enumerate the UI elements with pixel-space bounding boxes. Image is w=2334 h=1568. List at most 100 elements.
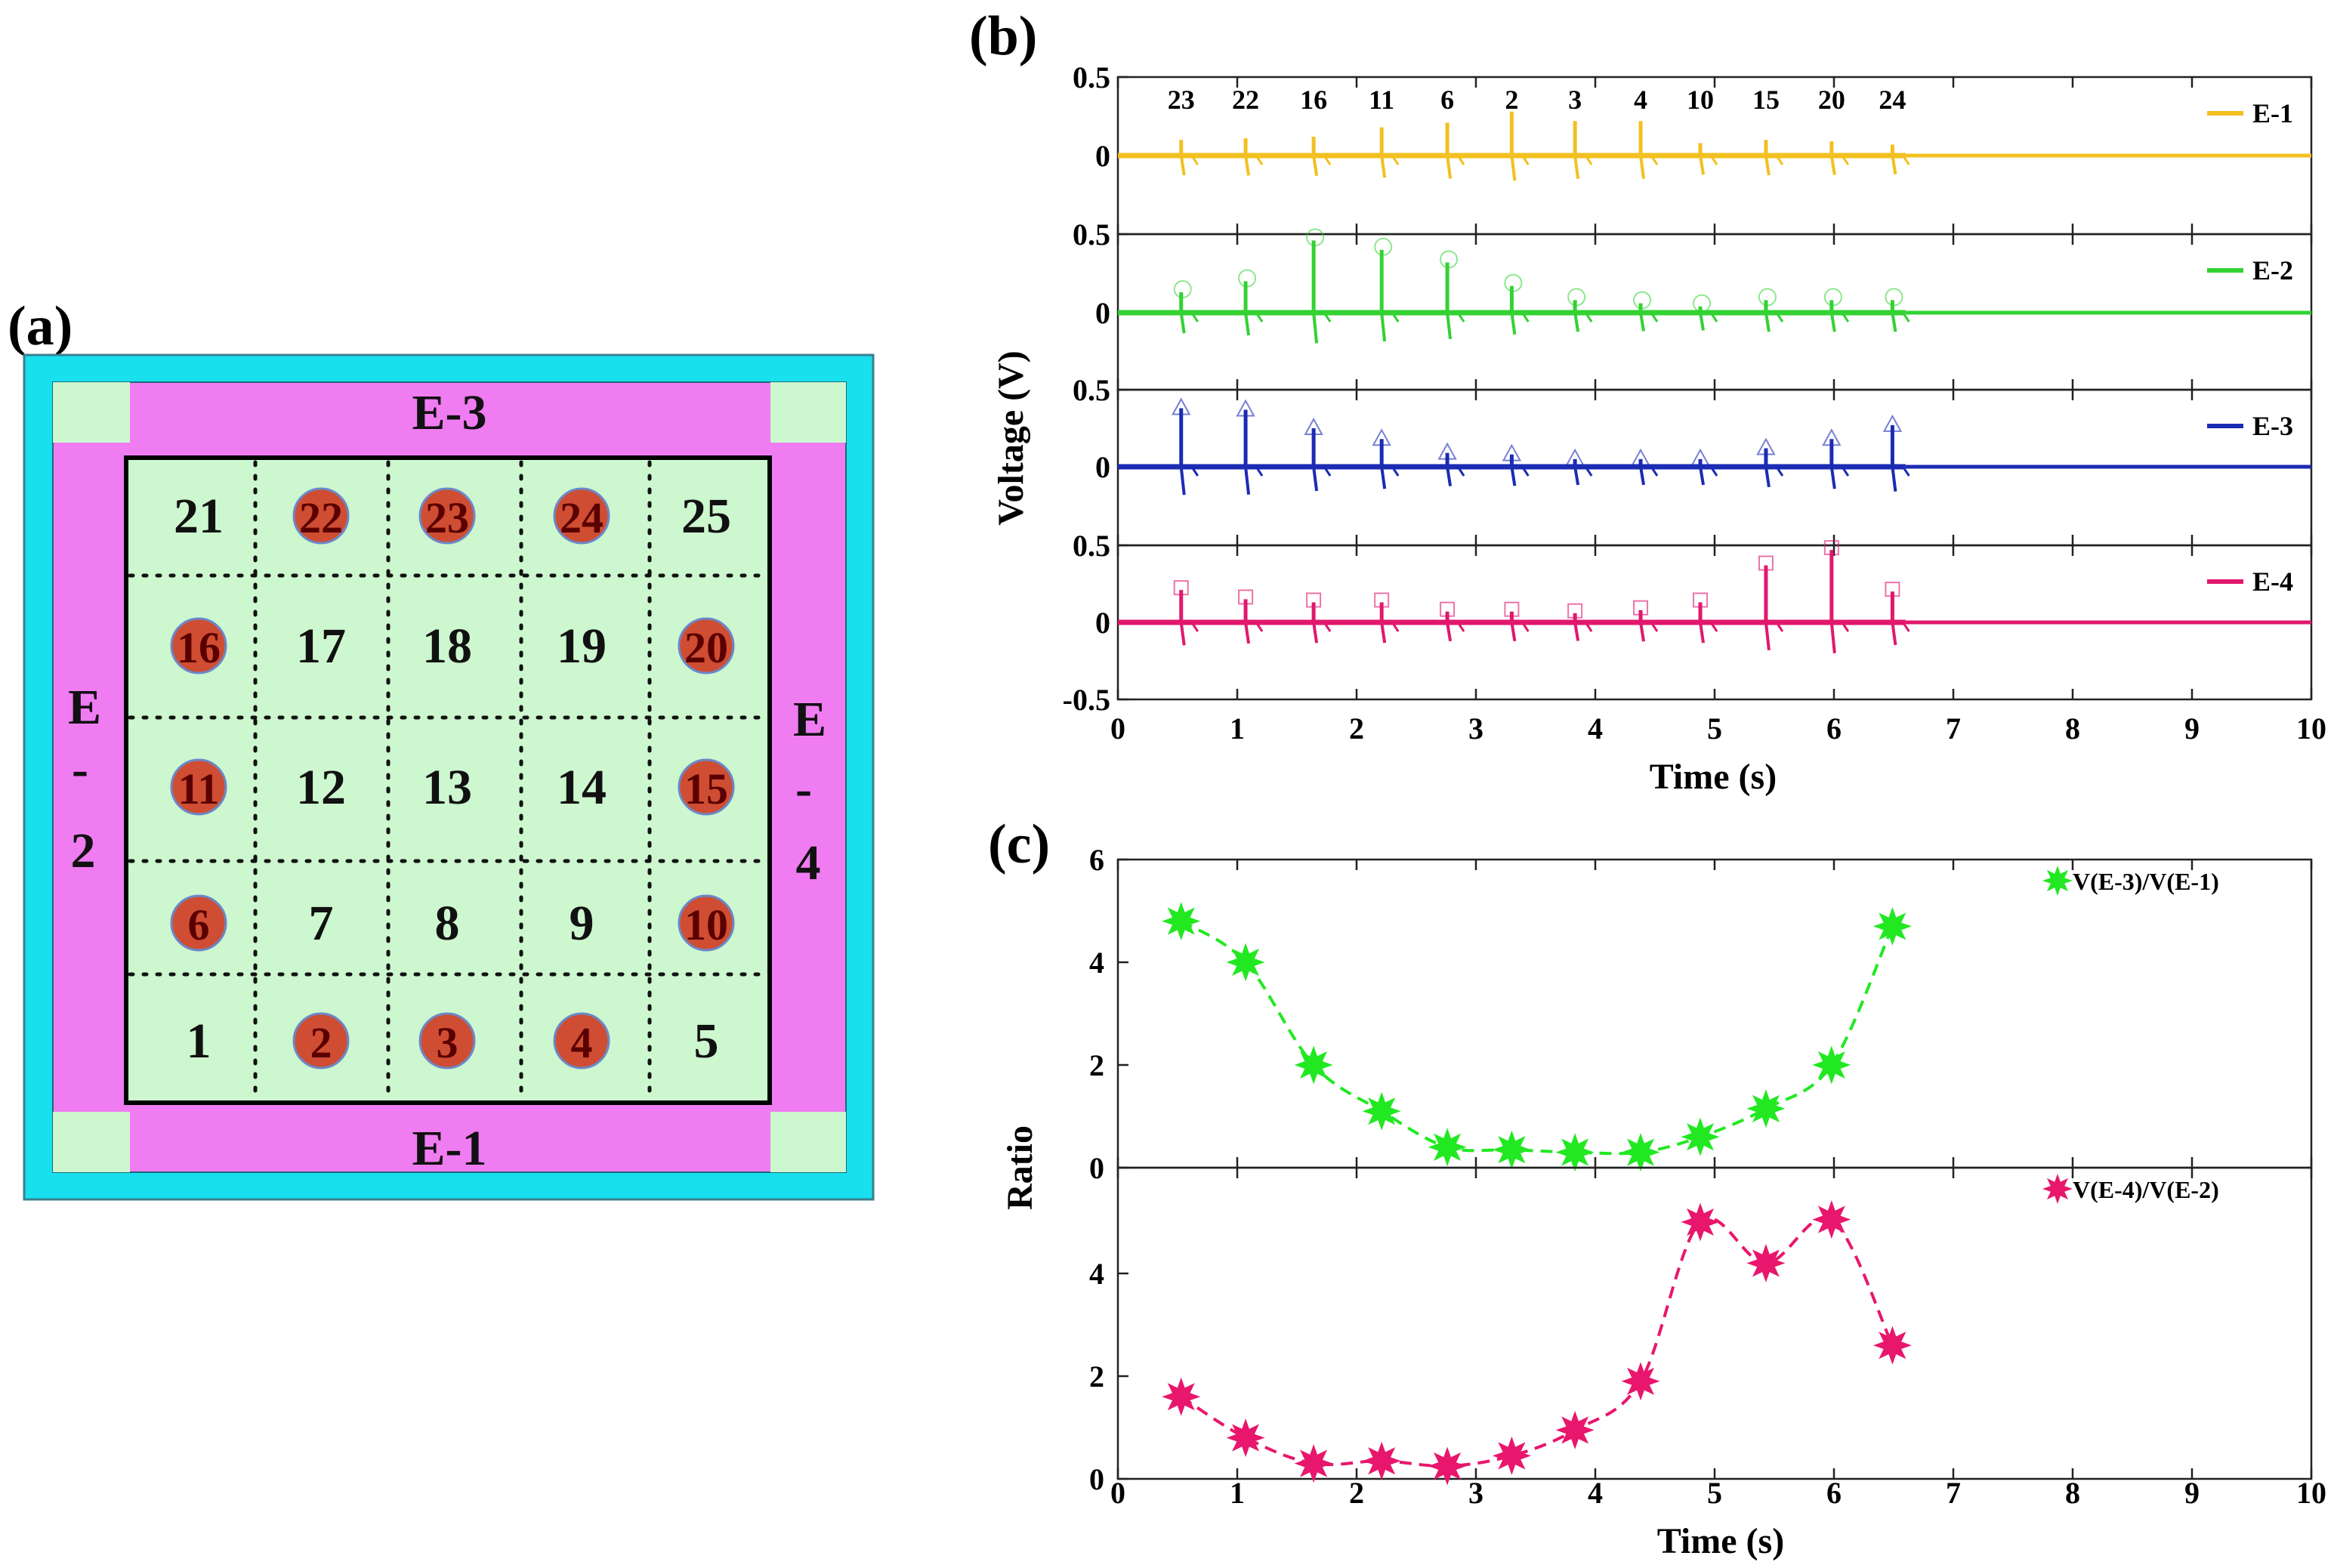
voltage-ylabel: Voltage (V): [991, 350, 1031, 526]
voltage-pulse-ringing: [1709, 466, 1718, 477]
voltage-pulse-ringing: [1391, 466, 1400, 477]
ratio-point-star: [1294, 1045, 1333, 1085]
touch-position-label: 2: [1505, 85, 1518, 115]
ratio-point-star: [1362, 1441, 1401, 1480]
voltage-pulse-ringing: [1841, 622, 1850, 632]
voltage-pulse-undershoot: [1699, 466, 1706, 486]
peak-marker-circle: [1758, 288, 1777, 307]
y-tick-label: -0.5: [1063, 683, 1110, 717]
voltage-pulse-undershoot: [1699, 155, 1706, 175]
peak-marker-triangle: [1372, 428, 1391, 446]
touch-position-label: 16: [1300, 85, 1327, 115]
ratio-point-star: [1226, 1418, 1265, 1458]
y-tick-label: 0: [1089, 1462, 1104, 1496]
peak-marker-square: [1823, 540, 1839, 556]
electrode-e4-label: E - 4: [793, 692, 826, 890]
corner-top-left: [53, 382, 130, 443]
peak-marker-square: [1567, 603, 1583, 619]
voltage-pulse-ringing: [1841, 155, 1850, 165]
voltage-pulse-ringing: [1709, 622, 1718, 632]
legend-label-ratio: V(E-3)/V(E-1): [2073, 868, 2219, 895]
sensing-sheet: [124, 455, 772, 1105]
voltage-pulse-undershoot: [1891, 622, 1897, 646]
ratio-point-star: [1362, 1091, 1401, 1131]
peak-marker-circle: [1306, 228, 1325, 247]
peak-marker-triangle: [1172, 397, 1191, 415]
touch-point-dot: [553, 1012, 610, 1070]
voltage-pulse-undershoot: [1179, 466, 1186, 495]
touch-point-dot: [678, 758, 735, 816]
voltage-pulse-undershoot: [1764, 622, 1771, 651]
y-tick-label: 0: [1089, 1151, 1104, 1185]
ratio-point-star: [1226, 943, 1265, 982]
voltage-pulse-ringing: [1775, 312, 1784, 323]
electrode-e2-char: -: [72, 742, 88, 797]
voltage-pulse-ringing: [1775, 466, 1784, 477]
ratio-point-star: [1492, 1436, 1531, 1475]
x-tick-label: 2: [1349, 711, 1364, 745]
peak-marker-circle: [1885, 288, 1903, 307]
ratio-point-star: [1428, 1128, 1467, 1167]
grid-cell-number: 11: [178, 764, 220, 813]
ratio-point-star: [1681, 1117, 1720, 1156]
voltage-pulse-undershoot: [1179, 622, 1186, 646]
touch-point-dot: [418, 1012, 476, 1070]
touch-point-dot: [678, 617, 735, 674]
subplot-frame-ratio: [1116, 1166, 2313, 1480]
touch-point-dot: [553, 487, 610, 545]
peak-marker-triangle: [1822, 428, 1842, 446]
voltage-pulse-ringing: [1902, 155, 1910, 165]
voltage-pulse-undershoot: [1764, 466, 1771, 488]
voltage-pulse-undershoot: [1312, 312, 1319, 344]
y-tick-label: 4: [1089, 946, 1104, 980]
x-tick-label: 0: [1110, 711, 1125, 745]
panel-label-a: (a): [8, 295, 73, 357]
ratio-point-star: [1872, 906, 1912, 946]
voltage-pulse-ringing: [1456, 622, 1465, 632]
ratio-curve-0: [1180, 919, 1894, 1156]
voltage-pulse-undershoot: [1244, 155, 1251, 176]
voltage-pulse-ringing: [1650, 312, 1659, 323]
voltage-xlabel: Time (s): [1650, 757, 1777, 797]
peak-marker-triangle: [1631, 448, 1650, 466]
x-tick-label: 5: [1707, 711, 1722, 745]
peak-marker-triangle: [1236, 399, 1255, 417]
grid-cell-number: 12: [296, 760, 346, 815]
peak-marker-triangle: [1882, 414, 1903, 432]
grid-cell-number: 8: [435, 896, 460, 951]
y-tick-label: 6: [1089, 843, 1104, 877]
y-tick-label: 0.5: [1073, 218, 1110, 252]
peak-marker-square: [1633, 600, 1649, 616]
ratio-xlabel: Time (s): [1657, 1521, 1784, 1561]
voltage-pulse-ringing: [1841, 466, 1850, 477]
voltage-pulse-ringing: [1255, 312, 1264, 323]
grid-cell-number: 18: [422, 619, 472, 674]
ratio-curve-1: [1180, 1215, 1894, 1468]
voltage-pulse-undershoot: [1639, 622, 1646, 642]
x-tick-label: 0: [1110, 1476, 1125, 1510]
x-tick-label: 6: [1826, 1476, 1842, 1510]
x-tick-label: 3: [1468, 711, 1483, 745]
voltage-pulse-ringing: [1255, 155, 1264, 165]
voltage-pulse-undershoot: [1380, 466, 1387, 489]
voltage-pulse-undershoot: [1510, 466, 1517, 486]
x-tick-label: 3: [1468, 1476, 1483, 1510]
grid-cell-number: 15: [684, 764, 728, 813]
ratio-point-star: [1746, 1089, 1786, 1128]
peak-marker-triangle: [1304, 417, 1323, 435]
grid-cell-number: 25: [681, 489, 731, 544]
touch-point-dot: [170, 758, 227, 816]
x-tick-label: 10: [2296, 1476, 2326, 1510]
touch-point-dot: [418, 487, 476, 545]
peak-marker-circle: [1823, 288, 1842, 307]
voltage-pulse-undershoot: [1179, 312, 1186, 334]
voltage-pulse-undershoot: [1244, 312, 1251, 336]
grid-cell-number: 14: [557, 760, 607, 815]
y-tick-label: 2: [1089, 1048, 1104, 1082]
x-tick-label: 8: [2065, 1476, 2080, 1510]
voltage-pulse-undershoot: [1573, 622, 1580, 641]
corner-bottom-left: [53, 1112, 130, 1172]
legend-label-E-3: E-3: [2252, 411, 2293, 441]
grid-cell-number: 22: [299, 493, 343, 542]
voltage-plot: 00.5E-100.5E-200.5E-3-0.500.5E-423 22 16 11…: [1063, 60, 2326, 745]
